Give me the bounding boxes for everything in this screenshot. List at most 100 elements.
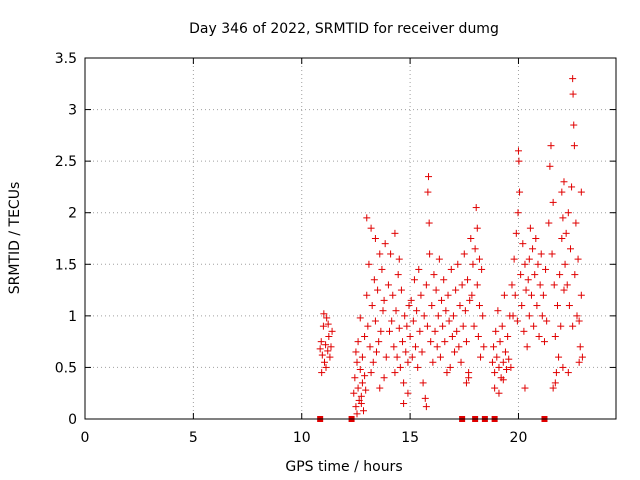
data-point bbox=[551, 332, 559, 340]
data-point bbox=[536, 281, 544, 289]
data-point bbox=[327, 343, 335, 351]
data-point bbox=[570, 121, 578, 129]
data-point bbox=[360, 407, 368, 415]
data-point bbox=[548, 250, 556, 258]
data-point bbox=[404, 389, 412, 397]
data-point bbox=[406, 332, 414, 340]
data-point bbox=[353, 358, 361, 366]
data-point bbox=[390, 343, 398, 351]
data-point bbox=[384, 281, 392, 289]
data-point bbox=[556, 271, 564, 279]
data-point bbox=[397, 286, 405, 294]
data-point bbox=[569, 75, 577, 83]
data-point bbox=[495, 389, 503, 397]
data-point bbox=[569, 90, 577, 98]
y-tick-label: 0.5 bbox=[55, 360, 77, 376]
data-point bbox=[470, 322, 478, 330]
data-point bbox=[512, 229, 520, 237]
data-point bbox=[564, 369, 572, 377]
data-point bbox=[386, 327, 394, 335]
data-point bbox=[464, 276, 472, 284]
data-point bbox=[549, 384, 557, 392]
data-point bbox=[523, 343, 531, 351]
data-point bbox=[442, 307, 450, 315]
data-point bbox=[416, 327, 424, 335]
data-point bbox=[514, 209, 522, 217]
data-point bbox=[377, 327, 385, 335]
data-point bbox=[428, 302, 436, 310]
data-point bbox=[376, 250, 384, 258]
data-point bbox=[570, 142, 578, 150]
data-point bbox=[542, 265, 550, 273]
data-point bbox=[373, 348, 381, 356]
data-point bbox=[458, 281, 466, 289]
data-point bbox=[430, 271, 438, 279]
data-point bbox=[507, 363, 515, 371]
x-axis-label: GPS time / hours bbox=[285, 459, 402, 475]
data-point bbox=[475, 255, 483, 263]
data-point bbox=[422, 281, 430, 289]
data-point bbox=[517, 271, 525, 279]
data-point bbox=[444, 291, 452, 299]
data-point bbox=[460, 250, 468, 258]
data-point bbox=[426, 250, 434, 258]
y-tick-label: 1.5 bbox=[55, 257, 77, 273]
data-point bbox=[490, 343, 498, 351]
data-point bbox=[559, 363, 567, 371]
data-point bbox=[418, 348, 426, 356]
data-point bbox=[410, 276, 418, 284]
data-point bbox=[358, 353, 366, 361]
data-point bbox=[533, 302, 541, 310]
data-point bbox=[441, 338, 449, 346]
data-point bbox=[447, 265, 455, 273]
data-point bbox=[566, 245, 574, 253]
data-point bbox=[356, 365, 364, 373]
x-tick-label: 20 bbox=[510, 430, 528, 446]
y-tick-label: 2 bbox=[68, 206, 77, 222]
data-point bbox=[462, 338, 470, 346]
data-point bbox=[505, 355, 513, 363]
data-point bbox=[573, 312, 581, 320]
data-point bbox=[367, 224, 375, 232]
data-point bbox=[414, 363, 422, 371]
data-point bbox=[564, 209, 572, 217]
data-point bbox=[515, 157, 523, 165]
data-point bbox=[488, 358, 496, 366]
data-point bbox=[350, 389, 358, 397]
data-points bbox=[316, 75, 586, 422]
data-point bbox=[425, 173, 433, 181]
y-tick-label: 0 bbox=[68, 412, 77, 428]
data-point bbox=[320, 310, 328, 318]
data-point bbox=[474, 332, 482, 340]
data-point bbox=[358, 379, 366, 387]
data-point bbox=[395, 255, 403, 263]
data-point bbox=[473, 224, 481, 232]
data-point bbox=[558, 235, 566, 242]
data-point bbox=[547, 142, 555, 150]
data-point bbox=[525, 255, 533, 263]
data-point bbox=[318, 351, 326, 359]
data-point bbox=[382, 353, 390, 361]
x-tick-label: 10 bbox=[293, 430, 311, 446]
data-point bbox=[568, 183, 576, 191]
data-point bbox=[356, 314, 364, 322]
data-point bbox=[354, 338, 362, 346]
data-point bbox=[473, 281, 481, 289]
data-point bbox=[475, 302, 483, 310]
data-point bbox=[326, 353, 334, 361]
data-point bbox=[435, 255, 443, 263]
x-tick-label: 0 bbox=[81, 430, 90, 446]
data-point bbox=[522, 286, 530, 294]
data-point bbox=[477, 353, 485, 361]
data-point bbox=[532, 235, 540, 242]
data-point bbox=[499, 376, 507, 384]
data-point bbox=[387, 250, 395, 258]
data-point bbox=[388, 317, 396, 325]
data-point bbox=[352, 348, 360, 356]
x-tick-label: 15 bbox=[401, 430, 419, 446]
data-point bbox=[529, 245, 537, 253]
data-point bbox=[389, 291, 397, 299]
data-point bbox=[459, 322, 467, 330]
data-point bbox=[370, 276, 378, 284]
data-point bbox=[425, 219, 433, 227]
